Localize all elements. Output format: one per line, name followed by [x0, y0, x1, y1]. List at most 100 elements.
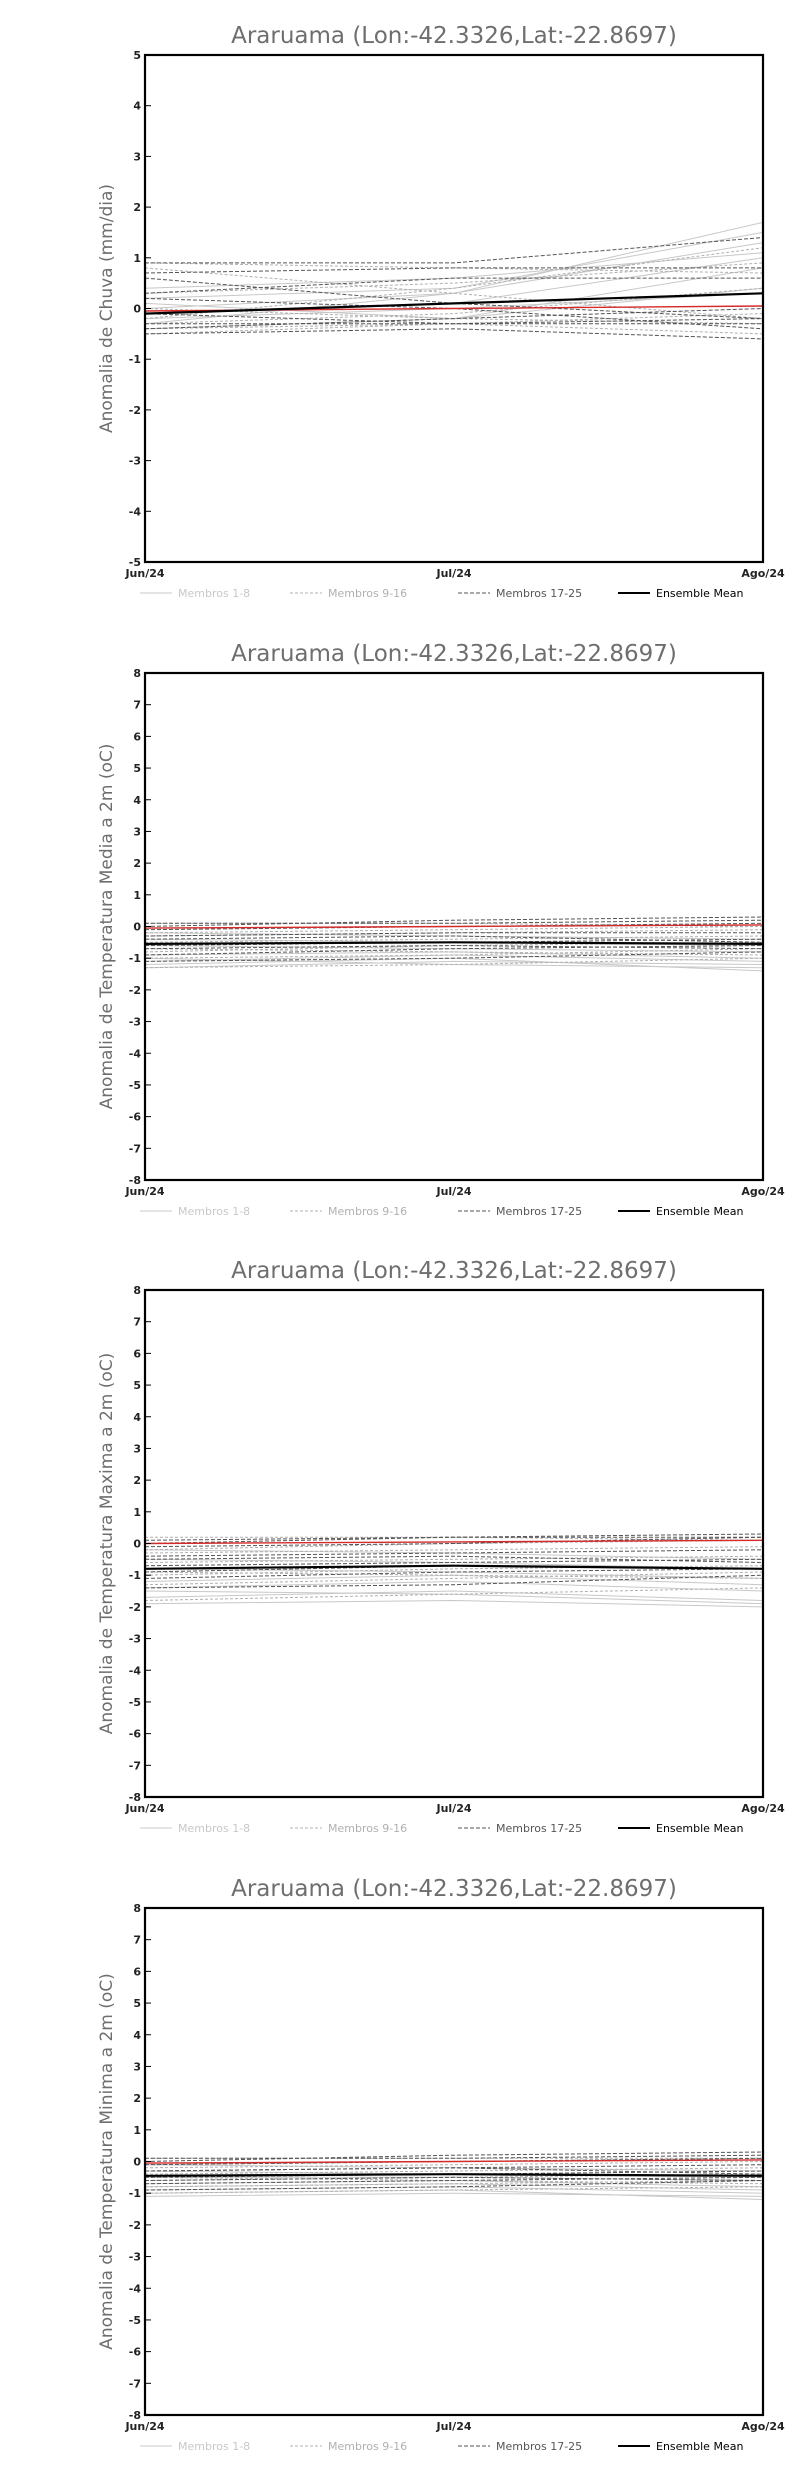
series-line-25	[145, 2154, 764, 2159]
y-tick-label: 1	[133, 1506, 141, 1519]
series-line-1	[144, 960, 764, 969]
y-tick-label: 0	[133, 2156, 141, 2169]
legend-entry: Membros 17-25	[496, 1822, 582, 1835]
y-tick-label: -4	[129, 1664, 142, 1677]
ensemble-mean-line	[144, 2173, 764, 2177]
y-tick-label: 7	[133, 699, 141, 712]
y-tick-label: -7	[129, 1142, 141, 1155]
series-line-16	[144, 2176, 764, 2185]
series-line-25	[145, 919, 764, 924]
y-tick-label: 4	[133, 794, 141, 807]
y-tick-label: -2	[129, 404, 141, 417]
series-line-6	[144, 242, 764, 309]
y-tick-label: 2	[133, 1474, 141, 1487]
x-tick-label: Ago/24	[741, 1802, 785, 1815]
y-tick-label: 8	[133, 1284, 141, 1297]
series-line-21	[144, 2176, 764, 2185]
series-line-18	[144, 1536, 764, 1548]
series-line-12	[144, 2180, 764, 2188]
chart-title: Araruama (Lon:-42.3326,Lat:-22.8697)	[231, 1258, 677, 1284]
legend-entry: Membros 1-8	[178, 1205, 250, 1218]
series-line-23	[144, 2167, 764, 2175]
series-line-15	[144, 2157, 764, 2166]
chart-title: Araruama (Lon:-42.3326,Lat:-22.8697)	[231, 23, 677, 49]
y-tick-label: 5	[133, 1379, 141, 1392]
y-tick-label: -5	[129, 2314, 141, 2327]
y-tick-label: -5	[129, 1696, 141, 1709]
y-tick-label: 4	[133, 100, 141, 113]
chart-panel-1: Araruama (Lon:-42.3326,Lat:-22.8697) Anom…	[97, 23, 785, 600]
ensemble-mean-line	[144, 941, 764, 946]
legend-entry: Ensemble Mean	[656, 587, 743, 600]
y-tick-label: 3	[133, 150, 141, 163]
x-tick-label: Jul/24	[435, 1802, 471, 1815]
series-line-5	[144, 1590, 764, 1605]
series-line-16	[144, 262, 764, 294]
series-line-16	[144, 1571, 764, 1579]
ensemble-mean-line	[144, 292, 764, 315]
y-tick-label: 0	[133, 1538, 141, 1551]
y-tick-label: 2	[133, 857, 141, 870]
y-tick-label: 7	[133, 1316, 141, 1329]
series-line-23	[144, 1555, 764, 1563]
y-tick-label: 1	[133, 252, 141, 265]
x-tick-label: Jul/24	[435, 1185, 471, 1198]
series-line-22	[144, 1574, 764, 1589]
legend-entry: Membros 17-25	[496, 587, 582, 600]
legend-entry: Membros 17-25	[496, 1205, 582, 1218]
y-tick-label: 6	[133, 1965, 141, 1978]
y-tick-label: 5	[133, 1997, 141, 2010]
series-line-10	[144, 2161, 764, 2169]
x-tick-label: Jun/24	[124, 567, 164, 580]
y-tick-label: -4	[129, 505, 142, 518]
legend-entry: Membros 9-16	[328, 1822, 407, 1835]
y-tick-label: 8	[133, 1902, 141, 1915]
y-tick-label: 3	[133, 825, 141, 838]
series-line-14	[144, 1587, 764, 1601]
y-tick-label: 0	[133, 303, 141, 316]
series-line-20	[144, 277, 763, 294]
series-line-12	[144, 1571, 764, 1586]
reference-line	[144, 1539, 764, 1545]
chart-panel-4: Araruama (Lon:-42.3326,Lat:-22.8697) Anom…	[97, 1876, 785, 2453]
series-line-19	[144, 277, 764, 320]
x-tick-label: Ago/24	[741, 2420, 785, 2433]
series-line-16	[144, 948, 764, 956]
y-tick-label: 3	[133, 2060, 141, 2073]
y-tick-label: 7	[133, 1934, 141, 1947]
y-tick-label: 6	[133, 730, 141, 743]
x-tick-label: Jun/24	[124, 2420, 164, 2433]
y-tick-label: -2	[129, 1601, 141, 1614]
y-tick-label: 4	[133, 1411, 141, 1424]
reference-line	[144, 2159, 764, 2164]
series-line-22	[144, 951, 764, 962]
y-tick-label: 1	[133, 889, 141, 902]
legend-entry: Ensemble Mean	[656, 2440, 743, 2453]
y-tick-label: 3	[133, 1442, 141, 1455]
x-tick-label: Jul/24	[435, 567, 471, 580]
x-tick-label: Jun/24	[124, 1185, 164, 1198]
series-line-17	[145, 237, 764, 264]
y-tick-label: -3	[129, 455, 141, 468]
y-tick-label: 5	[133, 49, 141, 62]
series-line-3	[144, 1574, 764, 1586]
x-tick-label: Jun/24	[124, 1802, 164, 1815]
y-tick-label: -6	[129, 2346, 142, 2359]
series-line-18	[144, 267, 763, 274]
y-tick-label: 8	[133, 667, 141, 680]
series-line-21	[144, 328, 764, 340]
y-tick-label: 1	[133, 2124, 141, 2137]
y-tick-label: 2	[133, 201, 141, 214]
legend-entry: Ensemble Mean	[656, 1822, 743, 1835]
series-line-14	[144, 308, 764, 325]
y-tick-label: -3	[129, 1633, 141, 1646]
y-tick-label: 6	[133, 1347, 141, 1360]
series-line-10	[144, 267, 764, 320]
y-tick-label: -3	[129, 2251, 141, 2264]
series-line-10	[144, 1546, 764, 1554]
chart-title: Araruama (Lon:-42.3326,Lat:-22.8697)	[231, 641, 677, 667]
y-tick-label: 4	[133, 2029, 141, 2042]
ensemble-mean-line	[144, 1564, 764, 1570]
y-tick-label: -1	[129, 2187, 141, 2200]
y-tick-label: -4	[129, 1047, 142, 1060]
